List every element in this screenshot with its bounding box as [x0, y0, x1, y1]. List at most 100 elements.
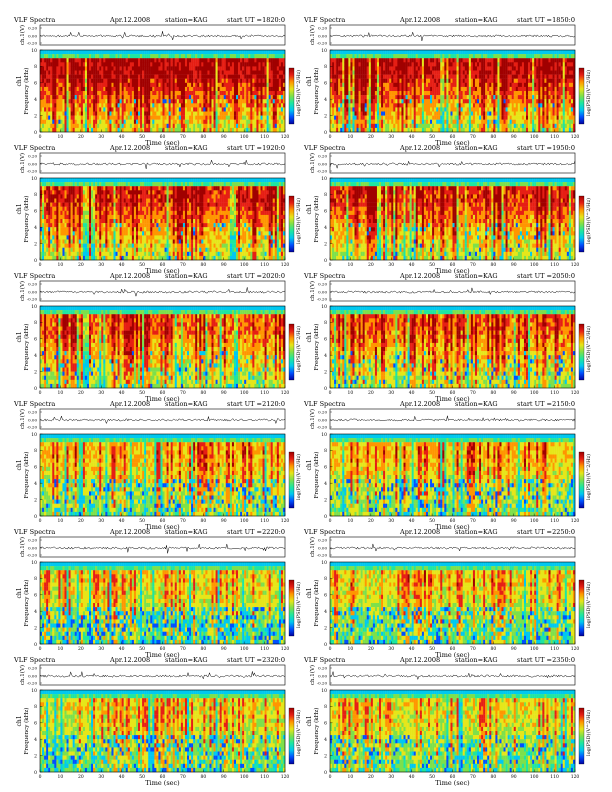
x-tick-label: 50 [429, 518, 435, 524]
y-tick-label: 10 [31, 688, 37, 694]
panel-start-time: 2320:0 [262, 656, 285, 664]
y-tick-label: 2 [324, 369, 327, 375]
waveform-ylabel: ch.1(V) [19, 537, 26, 557]
panel-start-time: 2150:0 [552, 400, 575, 408]
x-tick-label: 10 [58, 134, 64, 140]
colorbar [579, 196, 584, 252]
channel-label: ch1 [16, 459, 23, 470]
colorbar-label: log(PSD)(V^2/Hz) [585, 454, 592, 500]
colorbar-label: log(PSD)(V^2/Hz) [585, 710, 592, 756]
spectrogram [40, 50, 285, 132]
y-tick-label: 10 [31, 560, 37, 566]
x-tick-label: 110 [550, 262, 559, 268]
x-tick-label: 0 [39, 134, 42, 140]
x-tick-label: 110 [550, 646, 559, 652]
x-tick-label: 40 [409, 134, 415, 140]
panel-start-time: 1950:0 [552, 144, 575, 152]
waveform-ylabel: ch.1(V) [19, 665, 26, 685]
x-tick-label: 70 [180, 774, 186, 780]
panel-start-time: 2050:0 [552, 272, 575, 280]
panel-date: Apr.12.2008 [399, 272, 440, 280]
waveform-tick-label: 0.20 [318, 154, 327, 159]
panel-start-time: 2350:0 [552, 656, 575, 664]
y-tick-label: 0 [34, 642, 37, 648]
x-tick-label: 70 [180, 262, 186, 268]
waveform-tick-label: 0.00 [318, 34, 327, 39]
y-tick-label: 6 [324, 721, 327, 727]
x-tick-label: 100 [530, 262, 539, 268]
x-tick-label: 20 [78, 134, 84, 140]
colorbar-label: log(PSD)(V^2/Hz) [585, 326, 592, 372]
colorbar-label: log(PSD)(V^2/Hz) [295, 70, 302, 116]
y-tick-label: 0 [34, 514, 37, 520]
y-tick-label: 0 [34, 770, 37, 776]
channel-label: ch1 [306, 587, 313, 598]
y-tick-label: 4 [34, 353, 37, 359]
x-tick-label: 30 [388, 134, 394, 140]
waveform-tick-label: 0.20 [28, 26, 37, 31]
x-tick-label: 120 [571, 134, 580, 140]
waveform-frame [40, 153, 285, 173]
x-tick-label: 90 [511, 518, 517, 524]
x-tick-label: 100 [530, 518, 539, 524]
x-tick-label: 90 [221, 518, 227, 524]
y-tick-label: 4 [324, 97, 327, 103]
y-tick-label: 8 [324, 192, 327, 198]
x-tick-label: 120 [281, 518, 290, 524]
y-tick-label: 2 [34, 113, 37, 119]
colorbar [579, 580, 584, 636]
panel-start-prefix: start UT = [227, 656, 262, 664]
x-tick-label: 100 [530, 646, 539, 652]
x-tick-label: 20 [78, 646, 84, 652]
x-tick-label: 110 [550, 134, 559, 140]
panel-start-prefix: start UT = [517, 144, 552, 152]
x-tick-label: 100 [240, 262, 249, 268]
colorbar [289, 68, 294, 124]
panel-start-prefix: start UT = [517, 528, 552, 536]
colorbar-label: log(PSD)(V^2/Hz) [295, 198, 302, 244]
waveform-tick-label: 0.20 [28, 666, 37, 671]
x-tick-label: 40 [409, 390, 415, 396]
panel-date: Apr.12.2008 [399, 656, 440, 664]
panel-date: Apr.12.2008 [399, 16, 440, 24]
x-tick-label: 100 [530, 134, 539, 140]
spectrogram [40, 178, 285, 260]
y-tick-label: 4 [34, 225, 37, 231]
y-tick-label: 6 [324, 81, 327, 87]
waveform-ylabel: ch.1(V) [309, 665, 316, 685]
x-tick-label: 50 [429, 646, 435, 652]
spectrogram-ylabel: Frequency (kHz) [313, 708, 320, 755]
channel-label: ch1 [16, 203, 23, 214]
colorbar [289, 708, 294, 764]
x-tick-label: 30 [388, 262, 394, 268]
x-tick-label: 70 [470, 134, 476, 140]
x-tick-label: 0 [329, 646, 332, 652]
channel-label: ch1 [306, 75, 313, 86]
panel-date: Apr.12.2008 [109, 656, 150, 664]
panel-11: VLF Spectra Apr.12.2008 station=KAG start U… [303, 656, 592, 787]
x-tick-label: 100 [240, 518, 249, 524]
panel-title: VLF Spectra [303, 528, 345, 536]
x-tick-label: 10 [348, 390, 354, 396]
y-tick-label: 10 [31, 432, 37, 438]
x-tick-label: 70 [180, 646, 186, 652]
x-tick-label: 30 [98, 390, 104, 396]
x-tick-label: 70 [470, 646, 476, 652]
x-tick-label: 110 [260, 134, 269, 140]
x-tick-label: 30 [98, 262, 104, 268]
x-tick-label: 0 [39, 390, 42, 396]
y-tick-label: 2 [324, 241, 327, 247]
x-tick-label: 20 [368, 134, 374, 140]
waveform-tick-label: -0.20 [27, 425, 38, 430]
panel-title: VLF Spectra [303, 144, 345, 152]
x-tick-label: 30 [388, 774, 394, 780]
channel-label: ch1 [16, 715, 23, 726]
panel-start-prefix: start UT = [227, 272, 262, 280]
x-tick-label: 120 [281, 390, 290, 396]
colorbar-label: log(PSD)(V^2/Hz) [295, 326, 302, 372]
waveform-ylabel: ch.1(V) [309, 25, 316, 45]
waveform-tick-label: -0.20 [317, 425, 328, 430]
y-tick-label: 6 [324, 465, 327, 471]
x-tick-label: 80 [490, 390, 496, 396]
spectrogram-ylabel: Frequency (kHz) [23, 708, 30, 755]
